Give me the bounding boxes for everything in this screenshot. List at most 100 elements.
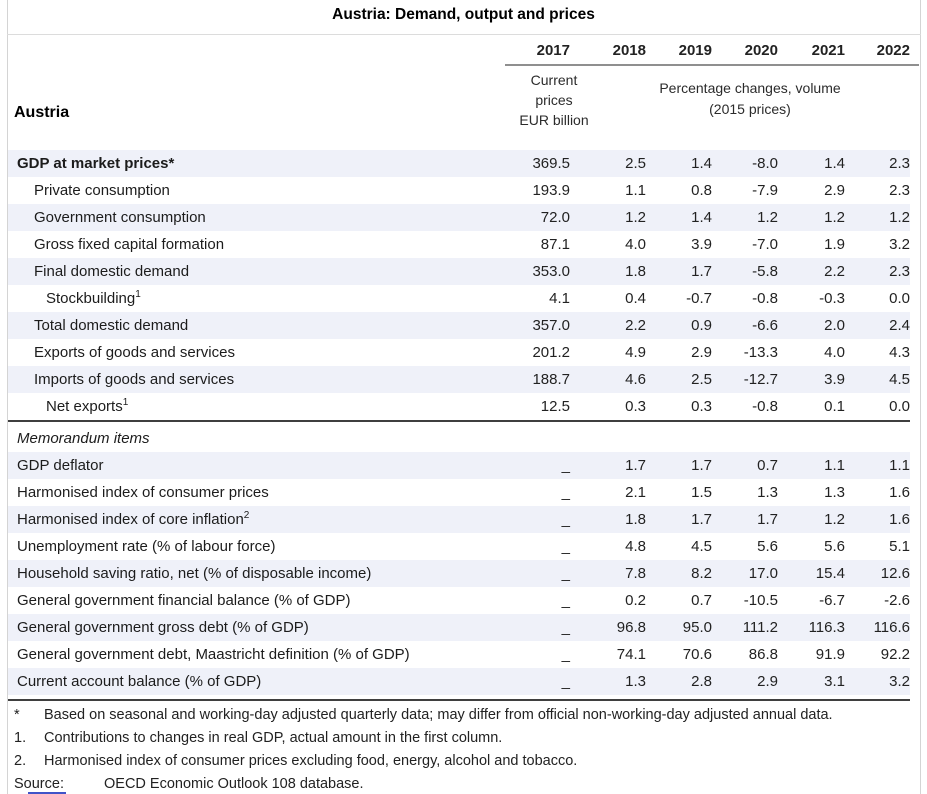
value-cell: 2.3 [889, 263, 910, 280]
footnote-text: Based on seasonal and working-day adjust… [44, 707, 833, 723]
value-cell: 15.4 [815, 565, 845, 582]
row-label: GDP deflator [17, 457, 104, 474]
country-label: Austria [14, 104, 70, 121]
table-row: Net exports1 12.5 0.3 0.3 -0.8 0.1 0.0 [8, 393, 910, 420]
value-cell: 2.8 [691, 673, 712, 690]
value-cell: 2.3 [889, 182, 910, 199]
value-cell: _ [561, 565, 570, 582]
row-label: Total domestic demand [34, 317, 189, 334]
value-cell: 0.0 [889, 290, 910, 307]
value-cell: 4.8 [625, 538, 646, 555]
value-cell: 4.6 [625, 371, 646, 388]
value-cell: 116.3 [808, 619, 845, 636]
section-divider-line [8, 420, 910, 422]
value-cell: 3.9 [691, 236, 712, 253]
value-cell: 86.8 [748, 646, 778, 663]
row-label: Current account balance (% of GDP) [17, 673, 262, 690]
value-cell: 74.1 [616, 646, 646, 663]
row-label: Gross fixed capital formation [34, 236, 225, 253]
value-cell: 91.9 [815, 646, 845, 663]
table-row: Imports of goods and services 188.7 4.6 2.5… [8, 366, 910, 393]
value-cell: -13.3 [743, 344, 778, 361]
value-cell: 2.5 [625, 155, 646, 172]
value-cell: 2.9 [691, 344, 712, 361]
table-row: General government gross debt (% of GDP)… [8, 614, 910, 641]
value-cell: 4.9 [625, 344, 646, 361]
value-cell: -0.7 [686, 290, 712, 307]
row-label: Exports of goods and services [34, 344, 235, 361]
value-cell: _ [561, 511, 570, 528]
value-cell: 1.2 [889, 209, 910, 226]
value-cell: 12.5 [540, 398, 570, 415]
footnote: 2. Harmonised index of consumer prices ex… [8, 750, 918, 773]
value-cell: 1.2 [824, 209, 845, 226]
subheader-line: Current [530, 72, 578, 88]
value-cell: 0.8 [691, 182, 712, 199]
value-cell: 1.1 [824, 457, 845, 474]
value-cell: 4.0 [625, 236, 646, 253]
footnote-marker: 2. [14, 753, 27, 769]
col-header-2017: 2017 [536, 42, 570, 59]
value-cell: 3.9 [824, 371, 845, 388]
value-cell: 1.4 [691, 155, 712, 172]
value-cell: 1.9 [824, 236, 845, 253]
value-cell: -12.7 [743, 371, 778, 388]
row-label: Harmonised index of consumer prices [17, 484, 269, 501]
value-cell: 188.7 [532, 371, 570, 388]
value-cell: 0.3 [625, 398, 646, 415]
value-cell: 3.2 [889, 673, 910, 690]
value-cell: 1.4 [824, 155, 845, 172]
value-cell: 116.6 [873, 619, 910, 636]
footnote-reference: 1 [135, 289, 141, 300]
col-header-2018: 2018 [612, 42, 646, 59]
row-label: General government gross debt (% of GDP) [17, 619, 309, 636]
table-row: Private consumption 193.9 1.1 0.8 -7.9 2.9 2.3 [8, 177, 910, 204]
table-row: Gross fixed capital formation 87.1 4.0 3.9 -… [8, 231, 910, 258]
value-cell: 5.6 [824, 538, 845, 555]
table-row: Harmonised index of consumer prices _ 2.1 1… [8, 479, 910, 506]
right-border-line [920, 0, 921, 794]
value-cell: 17.0 [748, 565, 778, 582]
percentage-changes-subheader: Percentage changes, volume (2015 prices) [588, 78, 912, 120]
value-cell: _ [561, 538, 570, 555]
row-label: Government consumption [34, 209, 206, 226]
value-cell: 2.0 [824, 317, 845, 334]
year-header-underline [505, 64, 919, 66]
value-cell: 1.6 [889, 511, 910, 528]
value-cell: 0.0 [889, 398, 910, 415]
subheader-line: prices [535, 92, 573, 108]
footnotes-block: * Based on seasonal and working-day adjus… [8, 704, 918, 794]
subheader-line: Percentage changes, volume [659, 80, 841, 96]
title-divider-line [7, 34, 921, 35]
value-cell: -6.7 [819, 592, 845, 609]
value-cell: 1.3 [757, 484, 778, 501]
table-row: Final domestic demand 353.0 1.8 1.7 -5.8 2.2 2… [8, 258, 910, 285]
value-cell: -0.8 [752, 290, 778, 307]
row-label: Stockbuilding1 [46, 289, 141, 308]
value-cell: 0.7 [757, 457, 778, 474]
value-cell: _ [561, 484, 570, 501]
value-cell: _ [561, 619, 570, 636]
value-cell: 4.1 [549, 290, 570, 307]
table-row: Current account balance (% of GDP) _ 1.3 2.… [8, 668, 910, 695]
value-cell: 70.6 [682, 646, 712, 663]
footnote: * Based on seasonal and working-day adjus… [8, 704, 918, 727]
row-label: Household saving ratio, net (% of dispos… [17, 565, 372, 582]
col-header-2020: 2020 [744, 42, 778, 59]
value-cell: 1.3 [824, 484, 845, 501]
value-cell: 357.0 [532, 317, 570, 334]
value-cell: 0.1 [824, 398, 845, 415]
value-cell: -10.5 [743, 592, 778, 609]
value-cell: 3.2 [889, 236, 910, 253]
table-row: Stockbuilding1 4.1 0.4 -0.7 -0.8 -0.3 0.0 [8, 285, 910, 312]
table-body: GDP at market prices* 369.5 2.5 1.4 -8.0 1.4 2… [8, 150, 910, 701]
value-cell: 4.5 [889, 371, 910, 388]
value-cell: 5.1 [889, 538, 910, 555]
col-header-2022: 2022 [876, 42, 910, 59]
value-cell: -8.0 [752, 155, 778, 172]
table-row: Government consumption 72.0 1.2 1.4 1.2 1.2 1.… [8, 204, 910, 231]
value-cell: 87.1 [540, 236, 570, 253]
value-cell: 1.2 [625, 209, 646, 226]
row-label: Final domestic demand [34, 263, 190, 280]
table-row: Harmonised index of core inflation2 _ 1.8 1… [8, 506, 910, 533]
